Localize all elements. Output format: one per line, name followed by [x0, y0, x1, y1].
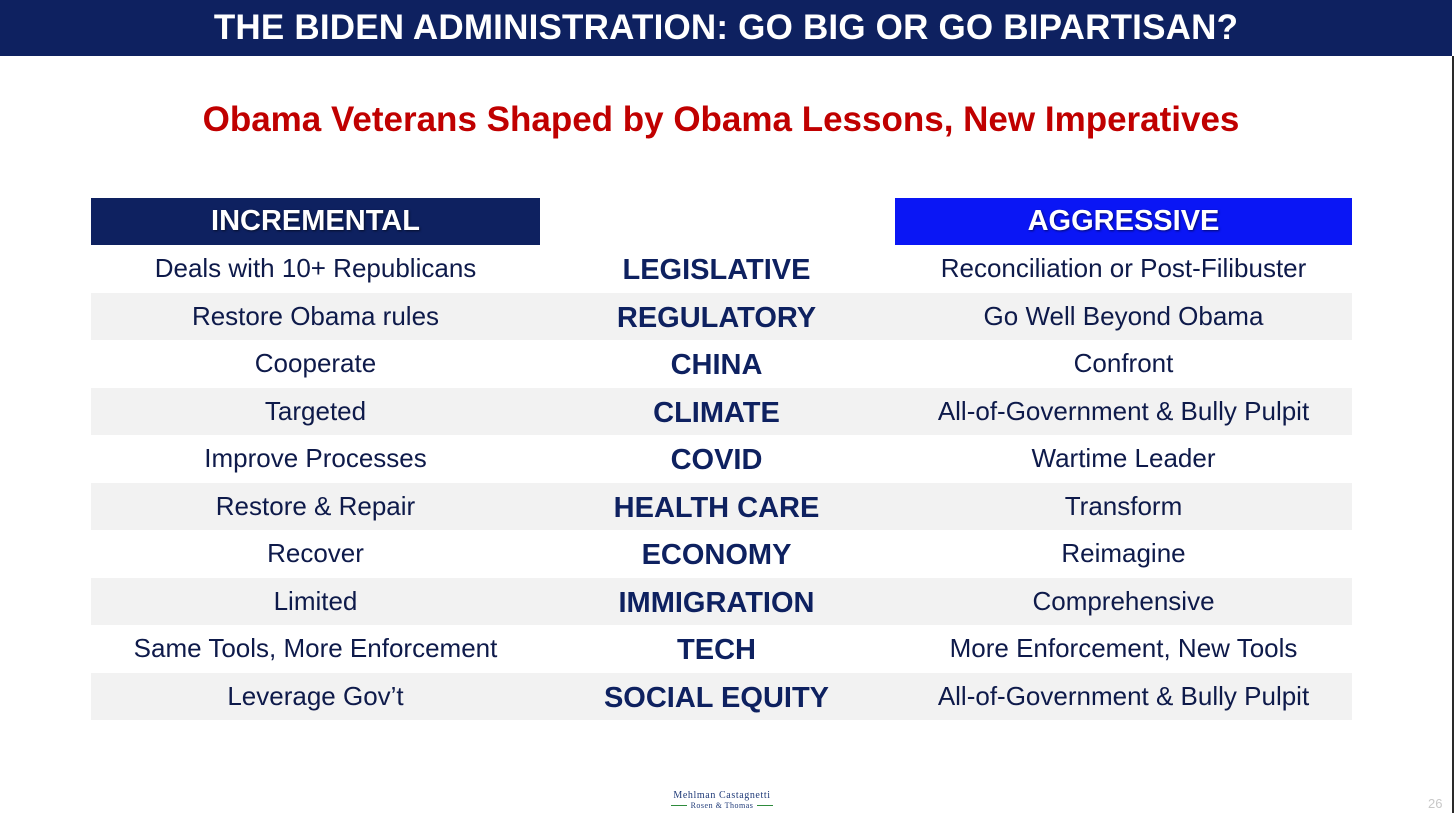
- aggressive-cell: Reimagine: [1061, 538, 1186, 569]
- table-row: Leverage Gov’t SOCIAL EQUITY All-of-Gove…: [91, 672, 1352, 720]
- incremental-cell: Restore Obama rules: [191, 300, 440, 331]
- incremental-cell: Same Tools, More Enforcement: [133, 633, 498, 664]
- table-row: Recover ECONOMY Reimagine: [91, 530, 1352, 578]
- table-row: Targeted CLIMATE All-of-Government & Bul…: [91, 387, 1352, 435]
- table-row: Deals with 10+ Republicans LEGISLATIVE R…: [91, 245, 1352, 293]
- topic-cell: REGULATORY: [616, 301, 817, 334]
- logo-name-line1: Mehlman Castagnetti: [673, 790, 771, 801]
- topic-cell: ECONOMY: [641, 539, 792, 572]
- page-number: 26: [1428, 796, 1443, 811]
- incremental-cell: Improve Processes: [204, 443, 427, 474]
- aggressive-cell: All-of-Government & Bully Pulpit: [937, 395, 1310, 426]
- aggressive-cell: Go Well Beyond Obama: [983, 300, 1264, 331]
- incremental-cell: Leverage Gov’t: [227, 680, 404, 711]
- right-edge-rule: [1452, 56, 1454, 813]
- table-row: Improve Processes COVID Wartime Leader: [91, 435, 1352, 483]
- logo-name-line2: Rosen & Thomas: [690, 801, 754, 810]
- incremental-cell: Limited: [273, 585, 358, 616]
- aggressive-cell: Wartime Leader: [1031, 443, 1216, 474]
- table-row: Limited IMMIGRATION Comprehensive: [91, 577, 1352, 625]
- incremental-cell: Cooperate: [254, 348, 377, 379]
- topic-cell: CLIMATE: [653, 396, 780, 429]
- topic-cell: SOCIAL EQUITY: [603, 681, 830, 714]
- topic-cell: LEGISLATIVE: [622, 254, 811, 287]
- table-row: Restore & Repair HEALTH CARE Transform: [91, 482, 1352, 530]
- incremental-cell: Targeted: [264, 395, 367, 426]
- aggressive-header: AGGRESSIVE: [895, 198, 1352, 245]
- incremental-header: INCREMENTAL: [91, 198, 540, 245]
- logo-dash-left: [670, 805, 687, 806]
- slide-subtitle: Obama Veterans Shaped by Obama Lessons, …: [202, 100, 1240, 139]
- title-bar: THE BIDEN ADMINISTRATION: GO BIG OR GO B…: [0, 0, 1452, 56]
- table-row: Same Tools, More Enforcement TECH More E…: [91, 625, 1352, 673]
- aggressive-cell: All-of-Government & Bully Pulpit: [937, 680, 1310, 711]
- logo-line2-wrap: Rosen & Thomas: [652, 801, 792, 810]
- aggressive-cell: More Enforcement, New Tools: [949, 633, 1298, 664]
- table-row: Cooperate CHINA Confront: [91, 340, 1352, 388]
- aggressive-cell: Reconciliation or Post-Filibuster: [940, 253, 1307, 284]
- aggressive-cell: Transform: [1064, 490, 1183, 521]
- aggressive-cell: Comprehensive: [1032, 585, 1215, 616]
- incremental-cell: Restore & Repair: [215, 490, 416, 521]
- logo-dash-right: [757, 805, 774, 806]
- topic-cell: CHINA: [670, 349, 763, 382]
- table-row: Restore Obama rules REGULATORY Go Well B…: [91, 292, 1352, 340]
- incremental-cell: Deals with 10+ Republicans: [154, 253, 477, 284]
- topic-cell: HEALTH CARE: [613, 491, 820, 524]
- topic-cell: COVID: [670, 444, 763, 477]
- topic-cell: TECH: [677, 634, 756, 667]
- slide-title: THE BIDEN ADMINISTRATION: GO BIG OR GO B…: [213, 8, 1239, 47]
- topic-cell: IMMIGRATION: [618, 586, 815, 619]
- aggressive-cell: Confront: [1073, 348, 1174, 379]
- firm-logo: Mehlman Castagnetti Rosen & Thomas: [652, 790, 792, 810]
- incremental-cell: Recover: [267, 538, 364, 569]
- comparison-table: Deals with 10+ Republicans LEGISLATIVE R…: [91, 245, 1352, 720]
